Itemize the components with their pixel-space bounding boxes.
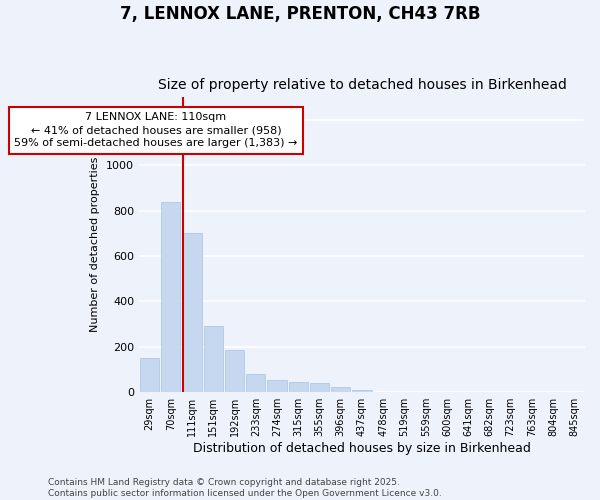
Bar xyxy=(310,383,329,392)
Text: 7 LENNOX LANE: 110sqm
← 41% of detached houses are smaller (958)
59% of semi-det: 7 LENNOX LANE: 110sqm ← 41% of detached … xyxy=(14,112,298,148)
Bar xyxy=(331,387,350,392)
Bar xyxy=(140,358,159,392)
X-axis label: Distribution of detached houses by size in Birkenhead: Distribution of detached houses by size … xyxy=(193,442,531,455)
Title: Size of property relative to detached houses in Birkenhead: Size of property relative to detached ho… xyxy=(158,78,566,92)
Bar xyxy=(268,380,287,392)
Text: Contains HM Land Registry data © Crown copyright and database right 2025.
Contai: Contains HM Land Registry data © Crown c… xyxy=(48,478,442,498)
Bar xyxy=(204,326,223,392)
Bar xyxy=(161,202,181,392)
Bar xyxy=(225,350,244,392)
Bar xyxy=(182,234,202,392)
Bar xyxy=(246,374,265,392)
Bar xyxy=(352,390,371,392)
Y-axis label: Number of detached properties: Number of detached properties xyxy=(91,157,100,332)
Text: 7, LENNOX LANE, PRENTON, CH43 7RB: 7, LENNOX LANE, PRENTON, CH43 7RB xyxy=(120,5,480,23)
Bar xyxy=(289,382,308,392)
